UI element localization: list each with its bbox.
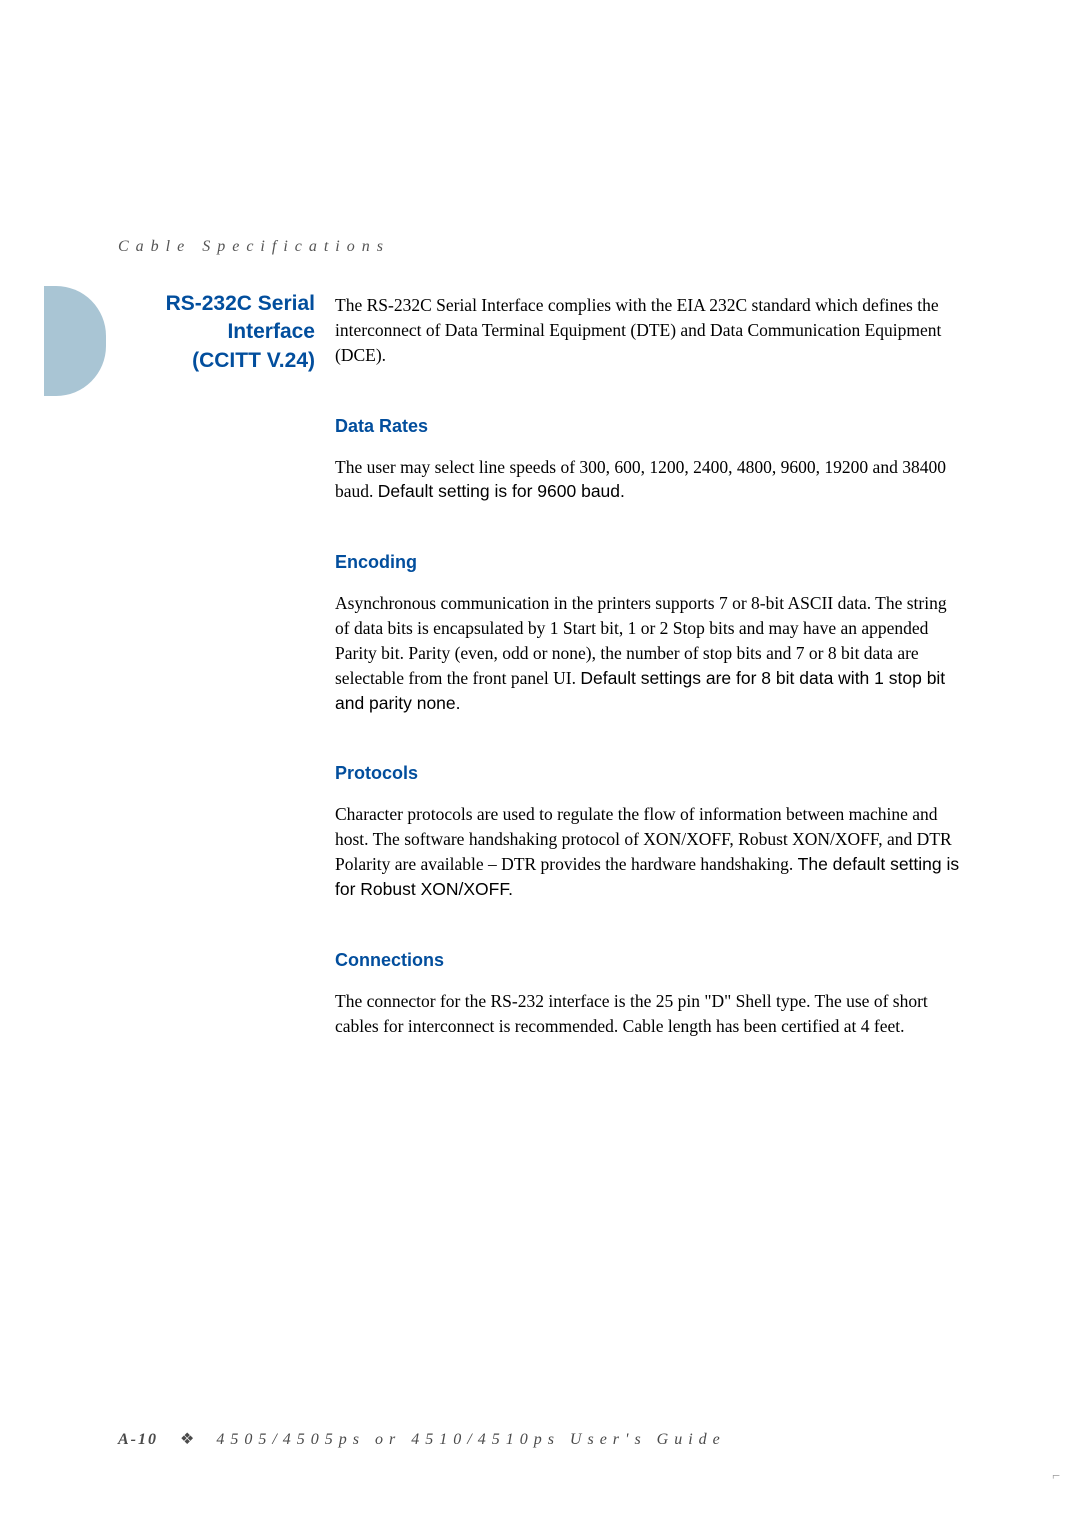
encoding-title: Encoding (335, 552, 960, 573)
data-rates-text-b: Default setting is for 9600 baud. (378, 481, 625, 501)
footer-page-number: A-10 (118, 1431, 158, 1448)
encoding-text: Asynchronous communication in the printe… (335, 591, 960, 715)
crop-mark-icon: ⌐ (1052, 1469, 1060, 1485)
data-rates-title: Data Rates (335, 416, 960, 437)
protocols-title: Protocols (335, 763, 960, 784)
connections-text: The connector for the RS-232 interface i… (335, 989, 960, 1039)
protocols-block: Protocols Character protocols are used t… (335, 763, 960, 901)
connections-block: Connections The connector for the RS-232… (335, 950, 960, 1039)
section-title-line2: Interface (227, 320, 315, 343)
intro-block: The RS-232C Serial Interface complies wi… (335, 293, 960, 368)
main-content: The RS-232C Serial Interface complies wi… (335, 293, 960, 1087)
page-footer: A-10 ❖ 4505/4505ps or 4510/4510ps User's… (118, 1429, 726, 1449)
section-tab-decor (44, 286, 106, 396)
intro-text: The RS-232C Serial Interface complies wi… (335, 293, 960, 368)
running-header: Cable Specifications (118, 238, 390, 256)
footer-guide-title: 4505/4505ps or 4510/4510ps User's Guide (216, 1431, 725, 1448)
section-title-line1: RS-232C Serial (166, 292, 315, 315)
protocols-text: Character protocols are used to regulate… (335, 802, 960, 901)
section-title: RS-232C Serial Interface (CCITT V.24) (120, 290, 315, 375)
data-rates-block: Data Rates The user may select line spee… (335, 416, 960, 505)
encoding-block: Encoding Asynchronous communication in t… (335, 552, 960, 715)
connections-title: Connections (335, 950, 960, 971)
data-rates-text: The user may select line speeds of 300, … (335, 455, 960, 505)
section-title-line3: (CCITT V.24) (192, 349, 315, 372)
diamond-icon: ❖ (180, 1429, 194, 1449)
